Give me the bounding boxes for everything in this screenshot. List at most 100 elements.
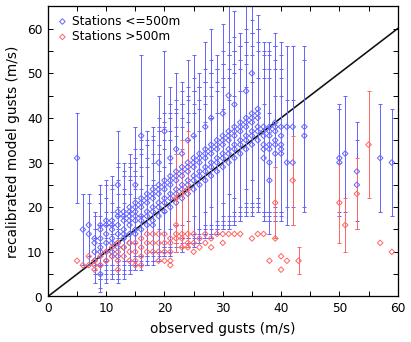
Stations <=500m bbox=[190, 187, 196, 192]
Stations >500m bbox=[271, 200, 278, 206]
Stations <=500m bbox=[114, 209, 121, 214]
Stations <=500m bbox=[225, 151, 231, 156]
Stations >500m bbox=[126, 249, 133, 254]
Stations >500m bbox=[196, 245, 202, 250]
Stations <=500m bbox=[289, 124, 296, 130]
Stations <=500m bbox=[173, 191, 179, 197]
Stations >500m bbox=[85, 254, 92, 259]
Stations >500m bbox=[114, 267, 121, 273]
Stations <=500m bbox=[208, 142, 214, 147]
Stations <=500m bbox=[155, 200, 162, 206]
Stations >500m bbox=[161, 258, 167, 264]
Stations <=500m bbox=[109, 222, 115, 228]
Stations <=500m bbox=[178, 173, 185, 179]
Stations <=500m bbox=[190, 178, 196, 183]
Stations <=500m bbox=[143, 213, 150, 219]
Stations <=500m bbox=[353, 169, 360, 174]
Stations <=500m bbox=[225, 133, 231, 139]
Stations <=500m bbox=[196, 160, 202, 166]
Stations <=500m bbox=[149, 191, 156, 197]
Stations <=500m bbox=[178, 187, 185, 192]
Stations >500m bbox=[376, 240, 383, 246]
Stations <=500m bbox=[149, 209, 156, 214]
Stations <=500m bbox=[184, 178, 191, 183]
Stations <=500m bbox=[173, 200, 179, 206]
Stations >500m bbox=[190, 249, 196, 254]
Stations <=500m bbox=[196, 155, 202, 161]
Stations >500m bbox=[132, 240, 139, 246]
Stations <=500m bbox=[225, 93, 231, 98]
Stations <=500m bbox=[236, 137, 243, 143]
Stations <=500m bbox=[254, 111, 261, 116]
Stations >500m bbox=[173, 231, 179, 237]
Stations <=500m bbox=[138, 196, 144, 201]
Stations >500m bbox=[277, 267, 284, 273]
Stations >500m bbox=[225, 231, 231, 237]
Stations <=500m bbox=[120, 218, 127, 223]
Stations <=500m bbox=[173, 146, 179, 152]
Stations <=500m bbox=[173, 169, 179, 174]
Stations <=500m bbox=[190, 155, 196, 161]
Stations <=500m bbox=[208, 160, 214, 166]
Stations <=500m bbox=[109, 254, 115, 259]
Stations <=500m bbox=[225, 146, 231, 152]
Stations <=500m bbox=[184, 191, 191, 197]
Stations >500m bbox=[266, 258, 272, 264]
Stations <=500m bbox=[266, 124, 272, 130]
Stations >500m bbox=[109, 245, 115, 250]
Stations <=500m bbox=[184, 169, 191, 174]
Stations >500m bbox=[178, 191, 185, 197]
Stations >500m bbox=[143, 240, 150, 246]
Stations >500m bbox=[138, 245, 144, 250]
Stations <=500m bbox=[219, 137, 226, 143]
Stations >500m bbox=[213, 231, 220, 237]
Stations <=500m bbox=[248, 111, 255, 116]
Stations <=500m bbox=[213, 137, 220, 143]
Stations <=500m bbox=[120, 236, 127, 241]
Stations <=500m bbox=[208, 151, 214, 156]
Stations <=500m bbox=[271, 124, 278, 130]
Stations <=500m bbox=[266, 160, 272, 166]
Stations >500m bbox=[155, 258, 162, 264]
Stations <=500m bbox=[167, 155, 173, 161]
Stations >500m bbox=[126, 240, 133, 246]
Stations <=500m bbox=[155, 205, 162, 210]
Stations >500m bbox=[178, 231, 185, 237]
Stations <=500m bbox=[213, 155, 220, 161]
Stations >500m bbox=[190, 231, 196, 237]
Stations <=500m bbox=[254, 106, 261, 112]
Stations >500m bbox=[155, 249, 162, 254]
Stations >500m bbox=[114, 249, 121, 254]
Stations <=500m bbox=[161, 200, 167, 206]
Stations <=500m bbox=[143, 200, 150, 206]
Stations <=500m bbox=[236, 151, 243, 156]
Stations >500m bbox=[91, 263, 98, 268]
Stations <=500m bbox=[260, 129, 266, 134]
Stations <=500m bbox=[74, 155, 80, 161]
Stations >500m bbox=[184, 240, 191, 246]
Stations <=500m bbox=[271, 137, 278, 143]
Stations <=500m bbox=[167, 196, 173, 201]
Stations <=500m bbox=[173, 178, 179, 183]
Stations <=500m bbox=[132, 205, 139, 210]
Stations <=500m bbox=[120, 227, 127, 232]
Stations <=500m bbox=[266, 178, 272, 183]
Stations >500m bbox=[295, 258, 301, 264]
Stations <=500m bbox=[213, 146, 220, 152]
Stations >500m bbox=[91, 258, 98, 264]
Stations <=500m bbox=[143, 209, 150, 214]
Stations >500m bbox=[114, 240, 121, 246]
Stations <=500m bbox=[266, 146, 272, 152]
Stations <=500m bbox=[231, 102, 237, 107]
Stations <=500m bbox=[132, 200, 139, 206]
Stations >500m bbox=[138, 263, 144, 268]
Stations <=500m bbox=[248, 120, 255, 125]
Stations <=500m bbox=[271, 120, 278, 125]
Stations >500m bbox=[149, 249, 156, 254]
Stations >500m bbox=[161, 249, 167, 254]
Legend: Stations <=500m, Stations >500m: Stations <=500m, Stations >500m bbox=[54, 12, 182, 46]
Stations >500m bbox=[79, 263, 86, 268]
Stations <=500m bbox=[236, 124, 243, 130]
Stations <=500m bbox=[114, 213, 121, 219]
Stations <=500m bbox=[132, 182, 139, 188]
